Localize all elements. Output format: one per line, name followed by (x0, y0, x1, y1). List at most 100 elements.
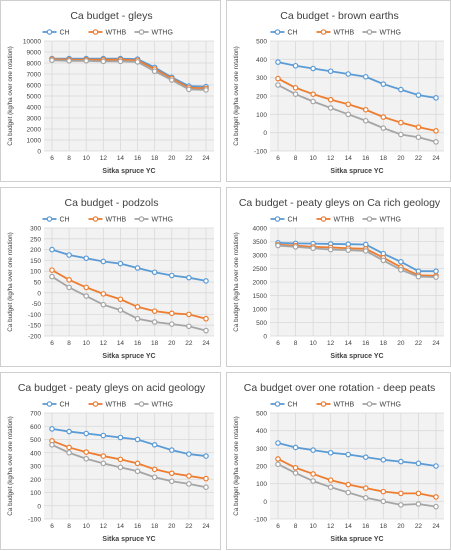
data-point (415, 134, 422, 141)
x-axis-label: Sitka spruce YC (102, 536, 155, 543)
x-tick-label: 10 (83, 523, 91, 530)
y-axis-label: Ca budget (kg/ha over one rotation) (233, 232, 240, 331)
chart-panel: Ca budget - peaty gleys on Ca rich geolo… (226, 187, 451, 367)
data-point (310, 478, 316, 484)
legend-label: WTHB (334, 30, 355, 37)
series-line (277, 61, 437, 99)
data-point (83, 455, 90, 462)
data-point (327, 449, 334, 456)
x-axis-label: Sitka spruce YC (102, 353, 155, 360)
data-point (49, 273, 55, 280)
series-line (51, 275, 207, 332)
x-tick-label: 18 (151, 523, 159, 530)
data-point (345, 111, 352, 118)
y-tick-label: 3500 (253, 239, 268, 246)
x-tick-label: 12 (100, 340, 108, 347)
legend-label: CH (288, 402, 298, 409)
data-point (345, 71, 352, 77)
series-line (51, 439, 207, 480)
y-tick-label: 0 (37, 290, 41, 297)
x-tick-label: 22 (185, 523, 193, 530)
data-point (415, 92, 422, 98)
x-tick-label: 22 (415, 155, 423, 162)
x-tick-label: 24 (432, 155, 440, 162)
data-point (398, 458, 404, 465)
chart-title: Ca budget - brown earths (280, 10, 398, 22)
legend-marker (320, 29, 327, 35)
x-tick-label: 18 (151, 340, 159, 347)
x-axis-label: Sitka spruce YC (330, 536, 383, 543)
data-point (327, 96, 334, 103)
x-tick-label: 18 (380, 523, 388, 530)
y-tick-label: 100 (256, 112, 267, 119)
data-point (168, 447, 175, 453)
legend-marker (92, 401, 99, 407)
data-point (310, 471, 316, 477)
x-tick-label: 24 (432, 340, 440, 347)
x-tick-label: 22 (415, 523, 423, 530)
data-point (100, 301, 107, 308)
data-point (134, 59, 141, 65)
data-point (66, 428, 72, 435)
x-tick-label: 14 (345, 155, 353, 162)
data-point (203, 484, 209, 491)
data-point (168, 272, 175, 279)
y-tick-label: -100 (254, 517, 267, 524)
y-tick-label: 700 (30, 411, 41, 418)
chart-svg: Ca budget - podzols -200 -150 -100 -50 0 50 100… (7, 197, 214, 360)
data-point (327, 246, 334, 253)
x-tick-label: 16 (134, 523, 142, 530)
x-tick-label: 12 (100, 155, 108, 162)
data-point (433, 503, 439, 510)
data-point (292, 444, 299, 451)
data-point (83, 293, 90, 299)
y-tick-label: 200 (256, 464, 267, 471)
series-line (51, 269, 207, 320)
y-tick-label: -200 (28, 334, 41, 341)
data-point (275, 456, 281, 462)
data-point (380, 498, 387, 505)
legend-marker (92, 29, 99, 35)
data-point (310, 245, 316, 252)
data-point (168, 321, 175, 327)
y-tick-label: 4000 (27, 105, 42, 112)
data-point (168, 310, 175, 317)
chart-svg: Ca budget - peaty gleys on Ca rich geolo… (233, 197, 444, 360)
data-point (49, 246, 55, 253)
x-tick-label: 14 (117, 155, 125, 162)
legend-marker (138, 401, 145, 407)
series-line (277, 442, 437, 467)
data-point (168, 478, 175, 485)
data-point (134, 315, 141, 322)
data-point (398, 267, 404, 273)
series-line (277, 244, 437, 279)
y-tick-label: -100 (254, 149, 267, 156)
legend-marker (46, 401, 53, 407)
y-tick-label: 9000 (27, 50, 42, 57)
x-tick-label: 16 (134, 340, 142, 347)
legend-label: WTHB (334, 402, 355, 409)
y-axis-label: Ca budget (kg/ha over one rotation) (7, 416, 14, 515)
data-point (433, 139, 439, 145)
chart-panel: Ca budget - gleys 0 1000 2000 3000 4000 5000 60… (0, 0, 221, 182)
chart-title: Ca budget - gleys (70, 10, 152, 22)
y-tick-label: 0 (263, 499, 267, 506)
data-point (292, 464, 299, 471)
data-point (398, 131, 404, 138)
data-point (362, 485, 369, 491)
y-tick-label: 500 (256, 411, 267, 418)
legend-label: WTHG (152, 402, 173, 409)
data-point (66, 444, 72, 451)
x-tick-label: 22 (185, 340, 193, 347)
legend-marker (46, 29, 53, 35)
series-line (277, 84, 437, 143)
x-tick-label: 6 (276, 523, 280, 530)
y-tick-label: 1000 (253, 307, 268, 314)
data-point (398, 258, 404, 265)
y-tick-label: 150 (30, 258, 41, 265)
data-point (292, 470, 299, 476)
legend-label: CH (60, 217, 70, 224)
y-tick-label: 4000 (253, 226, 268, 233)
series-line (277, 458, 437, 498)
